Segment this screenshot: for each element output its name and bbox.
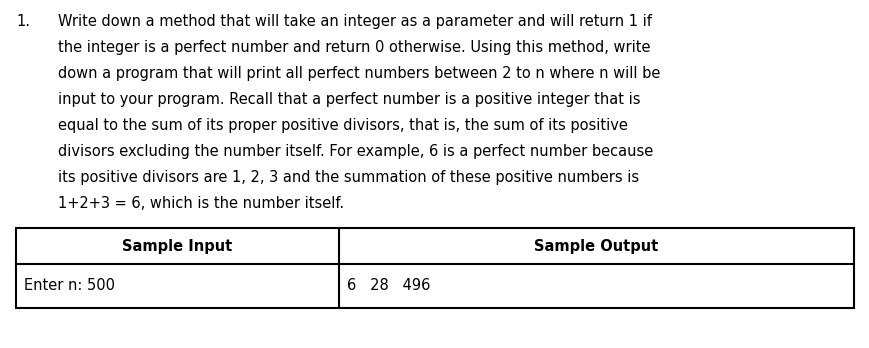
Text: Sample Output: Sample Output — [534, 238, 658, 253]
Text: Enter n: 500: Enter n: 500 — [24, 278, 115, 293]
Text: 1.: 1. — [16, 14, 30, 29]
Text: the integer is a perfect number and return 0 otherwise. Using this method, write: the integer is a perfect number and retu… — [58, 40, 650, 55]
Text: down a program that will print all perfect numbers between 2 to n where n will b: down a program that will print all perfe… — [58, 66, 660, 81]
Text: its positive divisors are 1, 2, 3 and the summation of these positive numbers is: its positive divisors are 1, 2, 3 and th… — [58, 170, 639, 185]
Text: input to your program. Recall that a perfect number is a positive integer that i: input to your program. Recall that a per… — [58, 92, 640, 107]
Text: 6   28   496: 6 28 496 — [346, 278, 429, 293]
Text: Sample Input: Sample Input — [122, 238, 232, 253]
Text: 1+2+3 = 6, which is the number itself.: 1+2+3 = 6, which is the number itself. — [58, 196, 344, 211]
Text: equal to the sum of its proper positive divisors, that is, the sum of its positi: equal to the sum of its proper positive … — [58, 118, 627, 133]
Text: divisors excluding the number itself. For example, 6 is a perfect number because: divisors excluding the number itself. Fo… — [58, 144, 653, 159]
Bar — [16, 228, 853, 308]
Text: Write down a method that will take an integer as a parameter and will return 1 i: Write down a method that will take an in… — [58, 14, 651, 29]
